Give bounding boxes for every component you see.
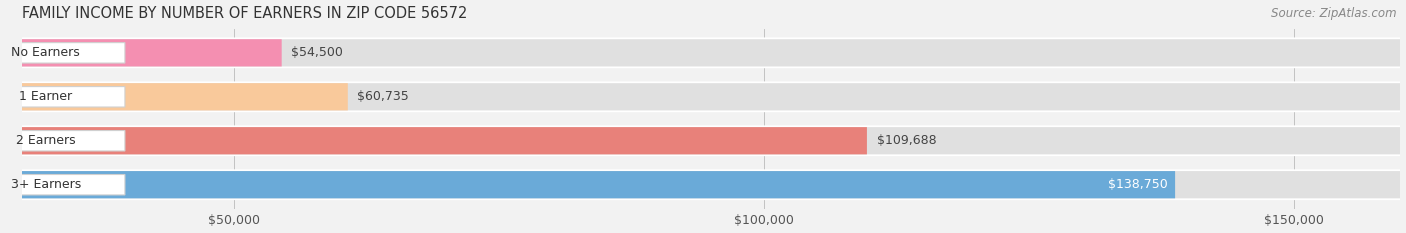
FancyBboxPatch shape [22, 83, 1400, 110]
Text: Source: ZipAtlas.com: Source: ZipAtlas.com [1271, 7, 1396, 20]
FancyBboxPatch shape [22, 125, 1400, 156]
Text: $60,735: $60,735 [357, 90, 409, 103]
Text: $138,750: $138,750 [1108, 178, 1168, 191]
FancyBboxPatch shape [0, 43, 125, 63]
FancyBboxPatch shape [22, 127, 868, 154]
Text: No Earners: No Earners [11, 46, 80, 59]
FancyBboxPatch shape [22, 171, 1175, 198]
FancyBboxPatch shape [0, 87, 125, 107]
FancyBboxPatch shape [22, 38, 1400, 68]
Text: FAMILY INCOME BY NUMBER OF EARNERS IN ZIP CODE 56572: FAMILY INCOME BY NUMBER OF EARNERS IN ZI… [22, 6, 467, 21]
FancyBboxPatch shape [22, 169, 1400, 200]
FancyBboxPatch shape [22, 171, 1400, 198]
Text: $109,688: $109,688 [876, 134, 936, 147]
FancyBboxPatch shape [0, 130, 125, 151]
FancyBboxPatch shape [22, 39, 1400, 66]
Text: 3+ Earners: 3+ Earners [10, 178, 80, 191]
FancyBboxPatch shape [22, 83, 347, 110]
FancyBboxPatch shape [22, 127, 1400, 154]
Text: 1 Earner: 1 Earner [20, 90, 72, 103]
Text: 2 Earners: 2 Earners [15, 134, 76, 147]
FancyBboxPatch shape [0, 175, 125, 195]
Text: $54,500: $54,500 [291, 46, 343, 59]
FancyBboxPatch shape [22, 81, 1400, 112]
FancyBboxPatch shape [22, 39, 281, 66]
